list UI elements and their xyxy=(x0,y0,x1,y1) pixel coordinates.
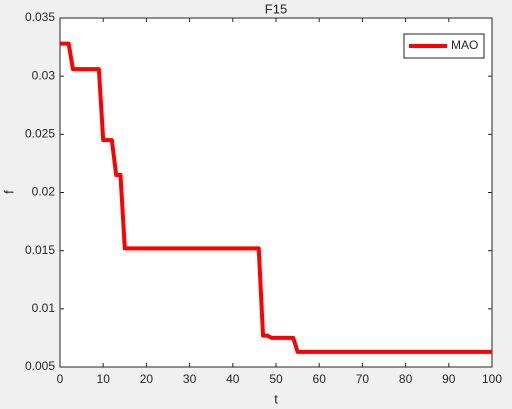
x-tick-label: 50 xyxy=(269,372,283,386)
x-tick-label: 20 xyxy=(140,372,154,386)
chart-title: F15 xyxy=(265,1,287,16)
y-tick-label: 0.035 xyxy=(25,10,55,24)
x-tick-label: 60 xyxy=(313,372,327,386)
axes-box xyxy=(59,17,493,368)
legend-label: MAO xyxy=(451,38,478,52)
x-tick-label: 80 xyxy=(399,372,413,386)
y-tick-label: 0.015 xyxy=(25,243,55,257)
x-tick-label: 40 xyxy=(226,372,240,386)
x-tick-label: 10 xyxy=(97,372,111,386)
y-axis-label: f xyxy=(1,190,16,194)
x-tick-label: 70 xyxy=(356,372,370,386)
y-tick-label: 0.025 xyxy=(25,127,55,141)
x-tick-label: 100 xyxy=(482,372,502,386)
y-tick-label: 0.03 xyxy=(32,68,56,82)
x-tick-label: 30 xyxy=(183,372,197,386)
plot-area xyxy=(60,18,492,367)
line xyxy=(60,41,492,354)
x-tick-label: 0 xyxy=(57,372,64,386)
y-tick-label: 0.005 xyxy=(25,359,55,373)
y-tick-label: 0.01 xyxy=(32,301,56,315)
x-axis-label: t xyxy=(274,391,278,406)
y-tick-label: 0.02 xyxy=(32,185,56,199)
x-tick-label: 90 xyxy=(442,372,456,386)
